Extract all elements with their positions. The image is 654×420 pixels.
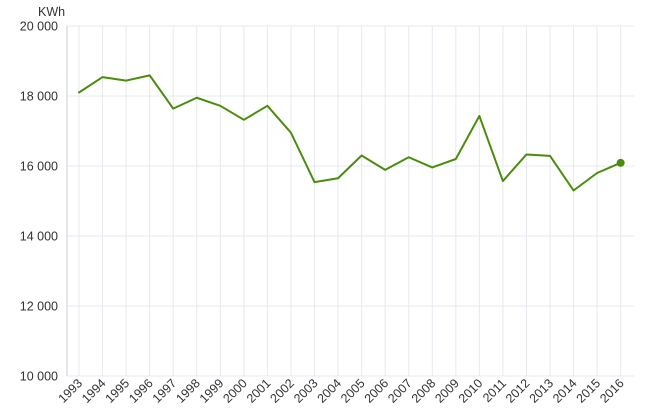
x-tick-label: 2009 (432, 376, 462, 406)
x-tick-label: 2004 (315, 376, 345, 406)
x-tick-label: 2015 (574, 376, 604, 406)
x-tick-label: 1997 (150, 376, 180, 406)
x-tick-label: 1996 (126, 376, 156, 406)
x-tick-label: 2007 (385, 376, 415, 406)
x-tick-label: 2016 (597, 376, 627, 406)
x-tick-label: 2010 (456, 376, 486, 406)
x-tick-label: 2005 (338, 376, 368, 406)
y-tick-label: 16 000 (20, 160, 58, 174)
y-tick-label: 12 000 (20, 300, 58, 314)
x-tick-label: 2001 (244, 376, 274, 406)
x-tick-label: 2008 (409, 376, 439, 406)
x-tick-label: 2003 (291, 376, 321, 406)
y-tick-label: 18 000 (20, 90, 58, 104)
series-layer (78, 74, 625, 192)
y-tick-label: 14 000 (20, 230, 58, 244)
y-tick-label: 10 000 (20, 370, 58, 384)
x-tick-label: 2011 (480, 376, 509, 405)
y-axis-unit-label: KWh (38, 5, 65, 19)
x-tick-label: 2000 (220, 376, 250, 406)
x-tick-label: 2006 (362, 376, 392, 406)
x-tick-label: 1993 (56, 376, 86, 406)
x-tick-label: 2002 (268, 376, 298, 406)
x-tick-label: 2014 (550, 376, 580, 406)
x-tick-label: 1994 (79, 376, 109, 406)
last-point-marker (616, 158, 625, 167)
x-tick-label: 1995 (103, 376, 133, 406)
grid-layer (67, 25, 634, 377)
series-line (78, 74, 622, 192)
x-tick-label: 1998 (173, 376, 203, 406)
x-tick-label: 1999 (197, 376, 227, 406)
x-tick-label: 2012 (503, 376, 533, 406)
x-tick-label: 2013 (527, 376, 557, 406)
y-tick-label: 20 000 (20, 20, 58, 34)
